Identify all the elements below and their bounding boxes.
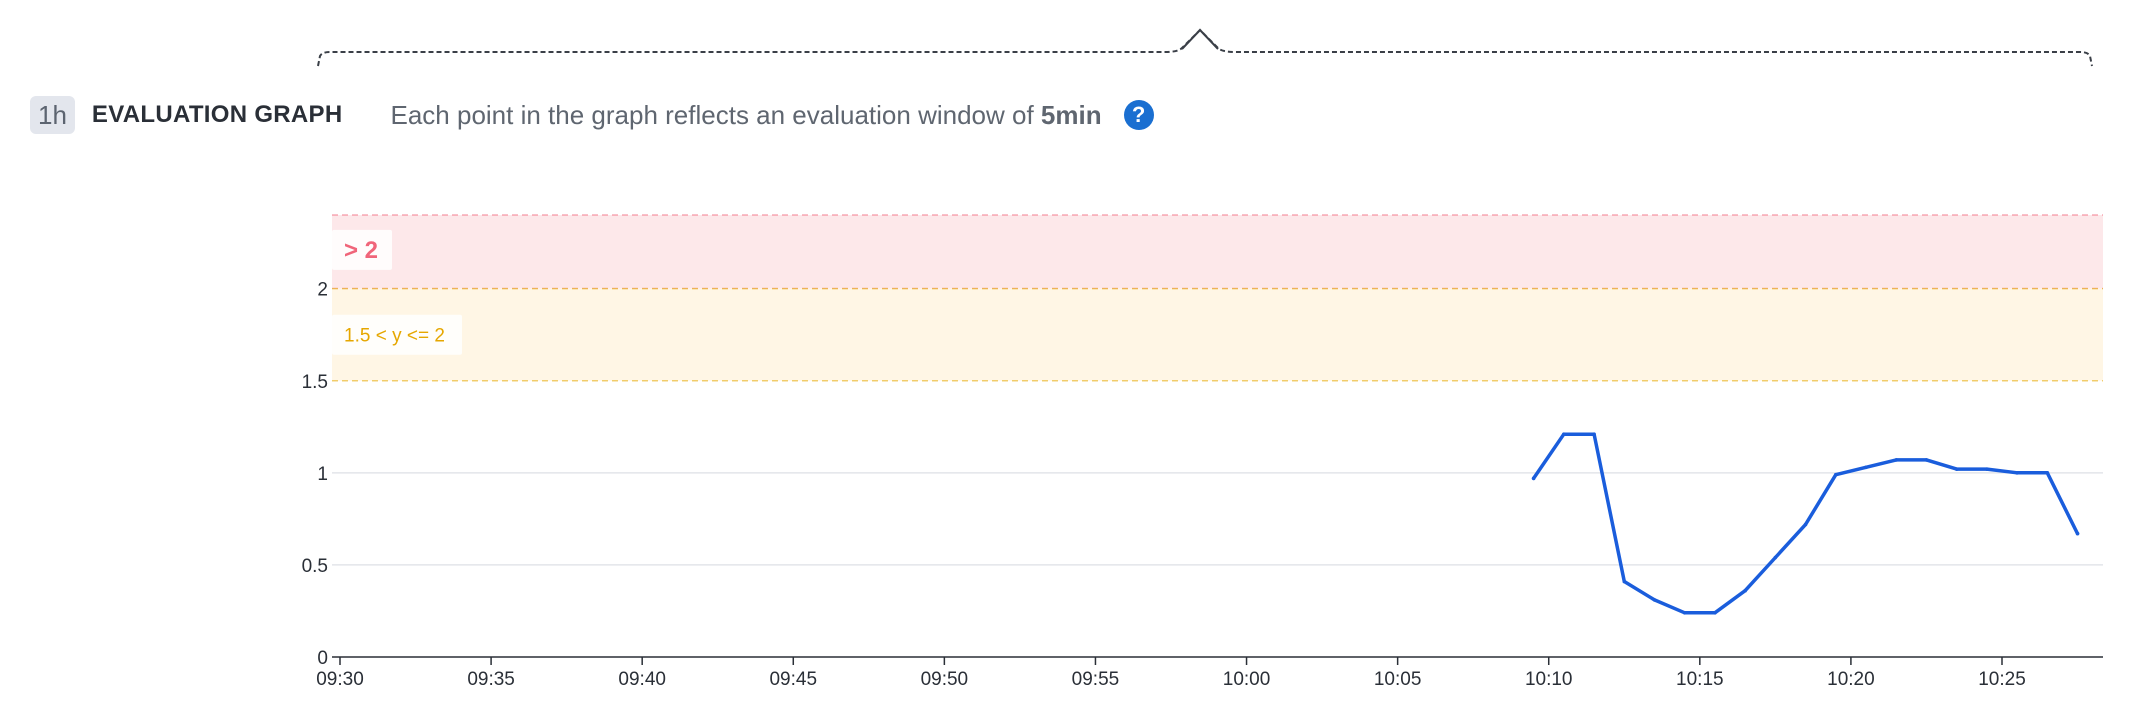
data-point — [1803, 522, 1808, 527]
time-range-badge[interactable]: 1h — [30, 96, 75, 134]
data-point — [1924, 458, 1929, 462]
x-tick-label: 10:25 — [1978, 669, 2026, 690]
data-point — [1682, 611, 1687, 615]
data-point — [1652, 598, 1657, 602]
data-point — [1743, 588, 1747, 593]
x-tick-label: 10:15 — [1676, 669, 1724, 690]
graph-header: 1h EVALUATION GRAPH Each point in the gr… — [30, 95, 1154, 135]
x-tick-label: 10:05 — [1374, 669, 1422, 690]
data-point — [1834, 472, 1838, 477]
description-text: Each point in the graph reflects an eval… — [390, 99, 1034, 130]
data-point — [1773, 555, 1778, 560]
x-tick-label: 09:50 — [921, 669, 969, 690]
data-point — [2015, 471, 2019, 475]
question-circle-icon[interactable]: ? — [1123, 100, 1154, 130]
threshold-label: > 2 — [344, 237, 378, 264]
threshold-label-bg — [332, 229, 392, 270]
y-tick-label: 2 — [317, 280, 328, 301]
threshold-band — [332, 288, 2103, 381]
data-point — [1894, 458, 1899, 462]
range-brace — [317, 28, 2093, 67]
threshold-label: 1.5 < y <= 2 — [344, 326, 445, 347]
data-point — [2075, 531, 2080, 536]
data-point — [2045, 471, 2050, 475]
y-tick-label: 1.5 — [302, 372, 328, 393]
data-point — [1954, 467, 1959, 471]
x-tick-label: 09:35 — [467, 669, 515, 690]
graph-title: EVALUATION GRAPH — [91, 101, 343, 128]
data-point — [1622, 579, 1627, 584]
x-tick-label: 09:30 — [316, 669, 364, 690]
y-tick-label: 0 — [317, 648, 328, 669]
data-point — [1985, 467, 1989, 471]
data-point — [1864, 465, 1868, 470]
data-point — [1531, 476, 1536, 481]
evaluation-description: Each point in the graph reflects an eval… — [391, 100, 1102, 131]
x-tick-label: 09:40 — [618, 669, 666, 690]
x-tick-label: 10:20 — [1827, 669, 1875, 690]
evaluation-window: 5min — [1040, 99, 1102, 130]
x-tick-label: 09:55 — [1072, 669, 1120, 690]
threshold-band — [332, 215, 2103, 289]
y-tick-label: 0.5 — [302, 556, 328, 577]
data-point — [1592, 432, 1596, 436]
x-tick-label: 09:45 — [769, 669, 817, 690]
y-tick-label: 1 — [317, 464, 328, 485]
x-tick-label: 10:10 — [1525, 669, 1573, 690]
data-point — [1713, 611, 1717, 615]
data-point — [1562, 432, 1566, 436]
threshold-label-bg — [332, 314, 462, 355]
x-tick-label: 10:00 — [1223, 669, 1271, 690]
